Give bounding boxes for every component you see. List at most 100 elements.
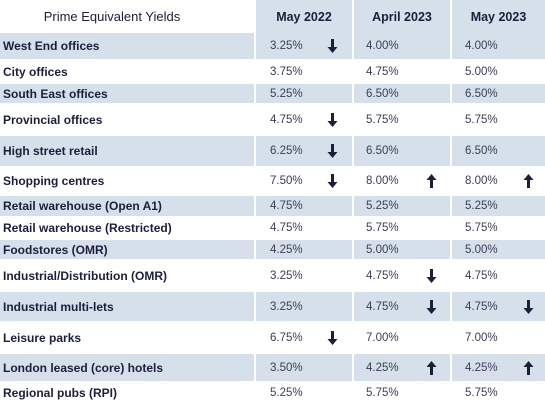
- yield-value: 6.50%: [465, 87, 498, 100]
- yield-value: 4.75%: [465, 300, 498, 313]
- value-cell: 8.00%: [354, 168, 450, 194]
- yield-value: 7.50%: [270, 175, 303, 187]
- arrow-down-icon: [327, 330, 338, 346]
- table-row: West End offices 3.25% 4.00% 4.00%: [0, 33, 545, 59]
- arrow-up-icon: [426, 360, 437, 376]
- value-cell: 4.00%: [452, 33, 545, 59]
- table-row: Regional pubs (RPI) 5.25% 5.75% 5.75%: [0, 383, 545, 403]
- value-cell: 5.00%: [452, 240, 545, 259]
- row-label-cell: London leased (core) hotels: [0, 354, 254, 381]
- value-cell: 3.75%: [256, 61, 352, 82]
- value-cell: 5.25%: [452, 196, 545, 216]
- value-cell: 5.75%: [452, 383, 545, 403]
- yield-value: 3.50%: [270, 361, 303, 374]
- yield-value: 7.00%: [366, 331, 399, 344]
- value-cell: 6.50%: [452, 136, 545, 166]
- yield-value: 4.25%: [270, 243, 303, 256]
- yield-value: 5.75%: [366, 222, 399, 234]
- value-cell: 4.75%: [354, 261, 450, 290]
- arrow-down-icon: [327, 173, 338, 189]
- column-header-april-2023: April 2023: [354, 0, 450, 33]
- yield-value: 3.75%: [270, 65, 303, 78]
- row-label: Regional pubs (RPI): [3, 386, 117, 400]
- yield-value: 4.75%: [366, 65, 399, 78]
- value-cell: 5.75%: [354, 383, 450, 403]
- value-cell: 4.75%: [354, 292, 450, 321]
- row-label-cell: Regional pubs (RPI): [0, 383, 254, 403]
- row-label: Industrial/Distribution (OMR): [3, 268, 167, 283]
- row-label-cell: West End offices: [0, 33, 254, 59]
- yield-value: 7.00%: [465, 331, 498, 344]
- value-cell: 5.75%: [452, 218, 545, 238]
- yield-value: 5.75%: [465, 113, 498, 126]
- arrow-down-icon: [426, 299, 437, 315]
- value-cell: 6.75%: [256, 323, 352, 352]
- value-cell: 4.25%: [452, 354, 545, 381]
- row-label: Leisure parks: [3, 330, 82, 345]
- yield-value: 5.25%: [270, 387, 303, 399]
- yield-value: 6.50%: [465, 145, 498, 157]
- value-cell: 6.25%: [256, 136, 352, 166]
- arrow-down-icon: [327, 38, 338, 54]
- value-cell: 5.75%: [354, 218, 450, 238]
- yield-value: 4.75%: [465, 269, 498, 282]
- value-cell: 8.00%: [452, 168, 545, 194]
- row-label: Shopping centres: [3, 174, 105, 188]
- table-row: Industrial multi-lets 3.25% 4.75% 4.75%: [0, 292, 545, 321]
- row-label: Foodstores (OMR): [3, 242, 108, 257]
- table-row: Retail warehouse (Open A1) 4.75% 5.25% 5.25…: [0, 196, 545, 216]
- row-label-cell: Retail warehouse (Open A1): [0, 196, 254, 216]
- table-row: Leisure parks 6.75% 7.00% 7.00%: [0, 323, 545, 352]
- table-row: Shopping centres 7.50% 8.00% 8.00%: [0, 168, 545, 194]
- value-cell: 5.25%: [354, 196, 450, 216]
- value-cell: 4.75%: [256, 105, 352, 134]
- table-row: City offices 3.75% 4.75% 5.00%: [0, 61, 545, 82]
- yield-value: 4.00%: [366, 40, 399, 52]
- row-label: Provincial offices: [3, 112, 103, 127]
- row-label: Retail warehouse (Restricted): [3, 221, 172, 235]
- row-label: Industrial multi-lets: [3, 299, 114, 314]
- value-cell: 5.00%: [452, 61, 545, 82]
- value-cell: 3.25%: [256, 33, 352, 59]
- yield-value: 6.75%: [270, 331, 303, 344]
- yield-value: 3.25%: [270, 300, 303, 313]
- value-cell: 6.50%: [354, 136, 450, 166]
- yield-value: 5.00%: [465, 65, 498, 78]
- value-cell: 6.50%: [354, 84, 450, 103]
- row-label-cell: Industrial multi-lets: [0, 292, 254, 321]
- arrow-down-icon: [523, 299, 534, 315]
- table-row: Industrial/Distribution (OMR) 3.25% 4.75% 4…: [0, 261, 545, 290]
- yield-value: 8.00%: [366, 175, 399, 187]
- yield-value: 5.00%: [366, 243, 399, 256]
- row-label: South East offices: [3, 86, 108, 101]
- value-cell: 5.25%: [256, 383, 352, 403]
- value-cell: 4.75%: [452, 261, 545, 290]
- table-row: Foodstores (OMR) 4.25% 5.00% 5.00%: [0, 240, 545, 259]
- table-row: London leased (core) hotels 3.50% 4.25% 4.2…: [0, 354, 545, 381]
- yield-value: 5.25%: [465, 200, 498, 212]
- table-row: Provincial offices 4.75% 5.75% 5.75%: [0, 105, 545, 134]
- column-header-may-2023: May 2023: [452, 0, 545, 33]
- value-cell: 6.50%: [452, 84, 545, 103]
- value-cell: 4.00%: [354, 33, 450, 59]
- row-label: West End offices: [3, 39, 100, 53]
- value-cell: 5.75%: [354, 105, 450, 134]
- row-label: High street retail: [3, 144, 98, 158]
- yield-value: 4.00%: [465, 40, 498, 52]
- value-cell: 4.75%: [452, 292, 545, 321]
- value-cell: 7.00%: [354, 323, 450, 352]
- yield-value: 4.75%: [366, 269, 399, 282]
- row-label-cell: Shopping centres: [0, 168, 254, 194]
- yield-value: 6.50%: [366, 145, 399, 157]
- value-cell: 4.75%: [256, 218, 352, 238]
- value-cell: 4.25%: [256, 240, 352, 259]
- yield-value: 6.50%: [366, 87, 399, 100]
- yield-value: 8.00%: [465, 175, 498, 187]
- table-row: High street retail 6.25% 6.50% 6.50%: [0, 136, 545, 166]
- arrow-down-icon: [327, 112, 338, 128]
- row-label-cell: Foodstores (OMR): [0, 240, 254, 259]
- value-cell: 7.50%: [256, 168, 352, 194]
- value-cell: 4.25%: [354, 354, 450, 381]
- row-label: London leased (core) hotels: [3, 360, 164, 375]
